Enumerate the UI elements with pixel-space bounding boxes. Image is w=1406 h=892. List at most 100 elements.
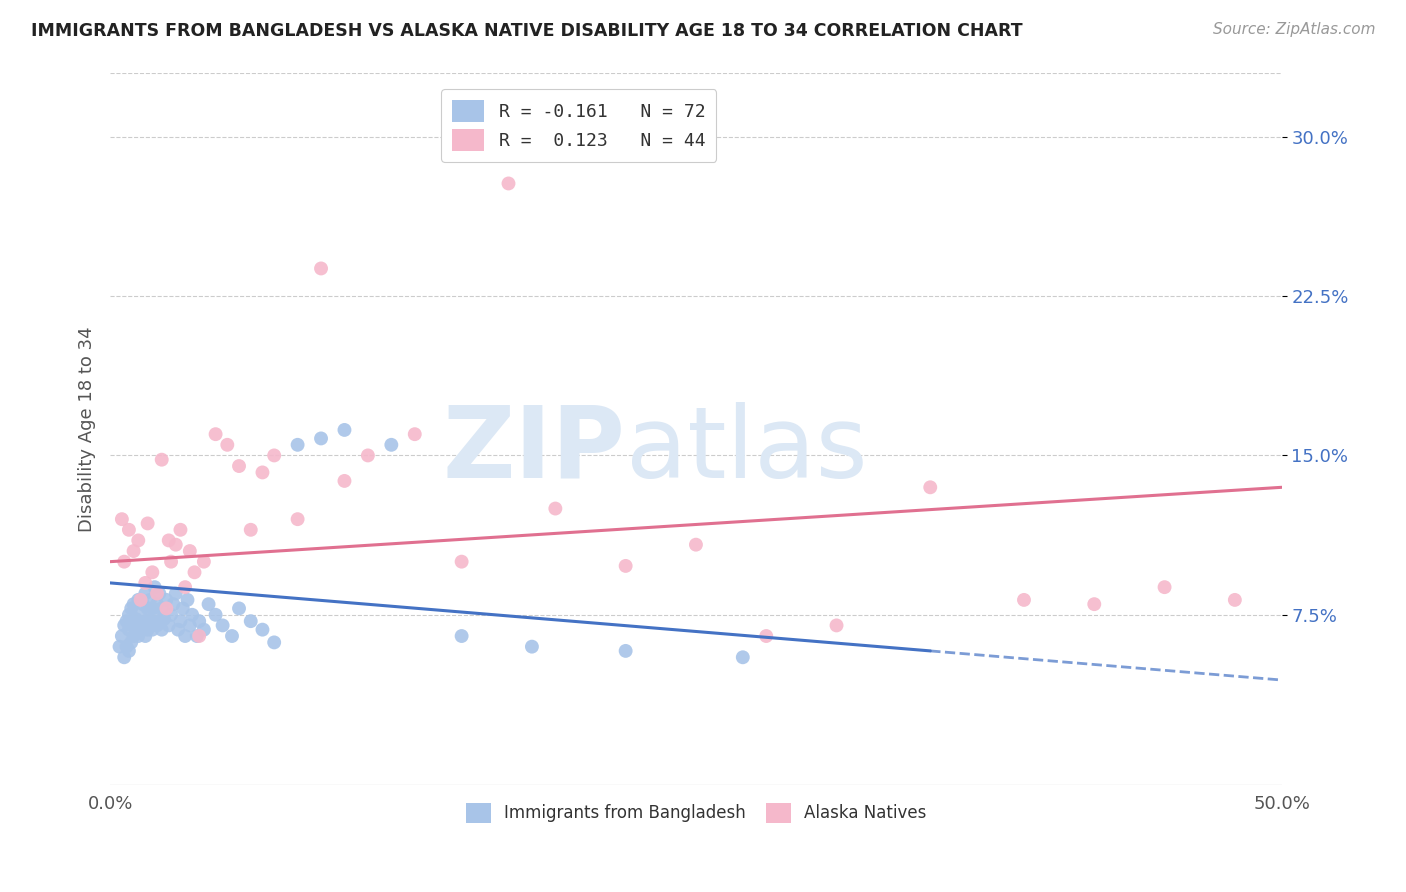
Point [169, 523, 191, 537]
Point [127, 629, 149, 643]
Point [118, 644, 141, 658]
Point [825, 618, 848, 632]
Point [134, 629, 156, 643]
Point [450, 629, 472, 643]
Point [498, 177, 520, 191]
Point [188, 629, 211, 643]
Point [167, 623, 190, 637]
Point [731, 650, 754, 665]
Y-axis label: Disability Age 18 to 34: Disability Age 18 to 34 [79, 326, 96, 532]
Point [120, 601, 142, 615]
Point [193, 623, 215, 637]
Point [204, 427, 226, 442]
Point [217, 438, 239, 452]
Point [160, 555, 183, 569]
Point [115, 614, 138, 628]
Point [150, 623, 173, 637]
Point [157, 533, 180, 548]
Point [181, 607, 204, 622]
Point [143, 580, 166, 594]
Point [188, 614, 211, 628]
Point [153, 612, 176, 626]
Point [125, 623, 148, 637]
Point [197, 597, 219, 611]
Point [228, 601, 250, 615]
Point [172, 601, 194, 615]
Point [333, 423, 356, 437]
Point [614, 644, 637, 658]
Point [111, 629, 134, 643]
Point [1083, 597, 1105, 611]
Point [112, 650, 135, 665]
Point [150, 452, 173, 467]
Point [544, 501, 567, 516]
Point [263, 635, 285, 649]
Point [755, 629, 778, 643]
Point [111, 512, 134, 526]
Point [141, 566, 163, 580]
Point [165, 586, 187, 600]
Point [186, 629, 208, 643]
Point [132, 618, 155, 632]
Point [520, 640, 543, 654]
Point [146, 597, 169, 611]
Point [125, 612, 148, 626]
Point [204, 607, 226, 622]
Point [239, 614, 262, 628]
Point [228, 458, 250, 473]
Point [141, 623, 163, 637]
Point [179, 618, 201, 632]
Point [157, 618, 180, 632]
Point [146, 618, 169, 632]
Point [129, 607, 152, 622]
Point [136, 623, 159, 637]
Point [221, 629, 243, 643]
Point [1153, 580, 1175, 594]
Point [155, 601, 177, 615]
Point [112, 555, 135, 569]
Point [287, 512, 309, 526]
Point [143, 607, 166, 622]
Point [122, 618, 145, 632]
Text: Source: ZipAtlas.com: Source: ZipAtlas.com [1212, 22, 1375, 37]
Point [120, 635, 142, 649]
Point [1223, 593, 1246, 607]
Point [160, 607, 183, 622]
Text: IMMIGRANTS FROM BANGLADESH VS ALASKA NATIVE DISABILITY AGE 18 TO 34 CORRELATION : IMMIGRANTS FROM BANGLADESH VS ALASKA NAT… [31, 22, 1022, 40]
Point [309, 432, 332, 446]
Point [176, 593, 198, 607]
Point [183, 566, 205, 580]
Point [141, 601, 163, 615]
Point [450, 555, 472, 569]
Point [132, 597, 155, 611]
Point [174, 580, 197, 594]
Point [252, 623, 274, 637]
Point [148, 586, 170, 600]
Point [122, 597, 145, 611]
Point [122, 629, 145, 643]
Point [252, 466, 274, 480]
Text: atlas: atlas [626, 401, 868, 499]
Point [263, 449, 285, 463]
Point [333, 474, 356, 488]
Point [165, 538, 187, 552]
Point [614, 558, 637, 573]
Point [127, 593, 149, 607]
Point [174, 629, 197, 643]
Point [357, 449, 380, 463]
Point [112, 618, 135, 632]
Point [309, 261, 332, 276]
Point [108, 640, 131, 654]
Point [134, 614, 156, 628]
Point [127, 614, 149, 628]
Point [404, 427, 426, 442]
Point [148, 614, 170, 628]
Point [1012, 593, 1035, 607]
Point [115, 640, 138, 654]
Point [287, 438, 309, 452]
Point [136, 516, 159, 531]
Point [139, 614, 162, 628]
Point [127, 533, 149, 548]
Point [150, 601, 173, 615]
Point [685, 538, 707, 552]
